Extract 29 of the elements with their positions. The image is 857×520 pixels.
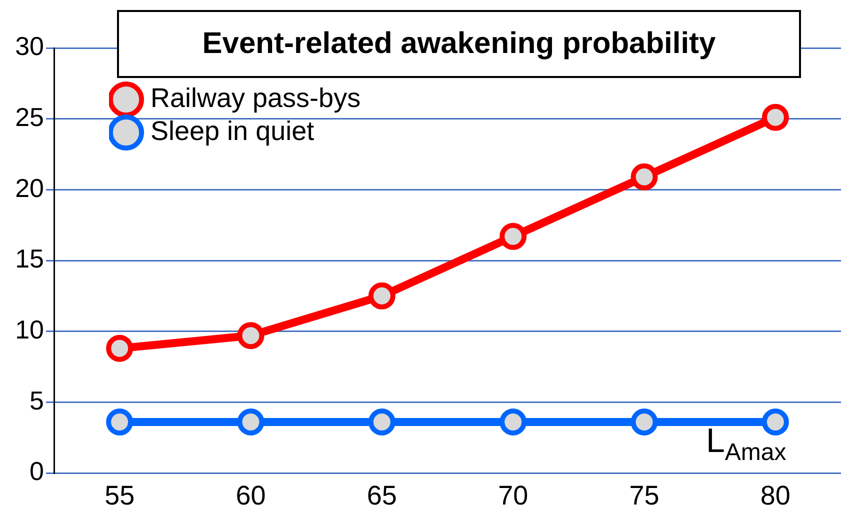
point (762, 408, 789, 436)
y-tick-label: 15 (15, 244, 44, 274)
y-tick-label: 5 (30, 385, 44, 416)
x-tick-label: 80 (760, 480, 790, 511)
x-tick-label: 55 (104, 480, 135, 511)
x-tick-label: 75 (629, 480, 660, 511)
x-axis-title: L$_{Amax}$ (706, 422, 786, 467)
point (630, 163, 658, 190)
x-tick-label: 70 (498, 480, 528, 511)
point (237, 408, 264, 436)
y-tick-label: 25 (15, 102, 44, 132)
point (106, 408, 134, 436)
legend-label: Railway pass-bys (150, 82, 361, 113)
x-tick-label: 60 (236, 480, 266, 511)
point (368, 408, 396, 436)
point (630, 408, 658, 436)
y-tick-label: 10 (15, 314, 44, 345)
x-tick-label: 65 (366, 480, 397, 511)
point (500, 222, 527, 250)
y-tick-label: 30 (15, 31, 44, 62)
point (368, 282, 396, 310)
point (106, 334, 134, 362)
point (762, 104, 789, 131)
point (500, 408, 527, 436)
point (237, 322, 264, 350)
y-tick-label: 20 (15, 172, 44, 203)
title-frame: Event-related awakening probability (117, 10, 801, 78)
y-tick-label: 0 (30, 456, 44, 486)
legend-label: Sleep in quiet (150, 116, 315, 146)
